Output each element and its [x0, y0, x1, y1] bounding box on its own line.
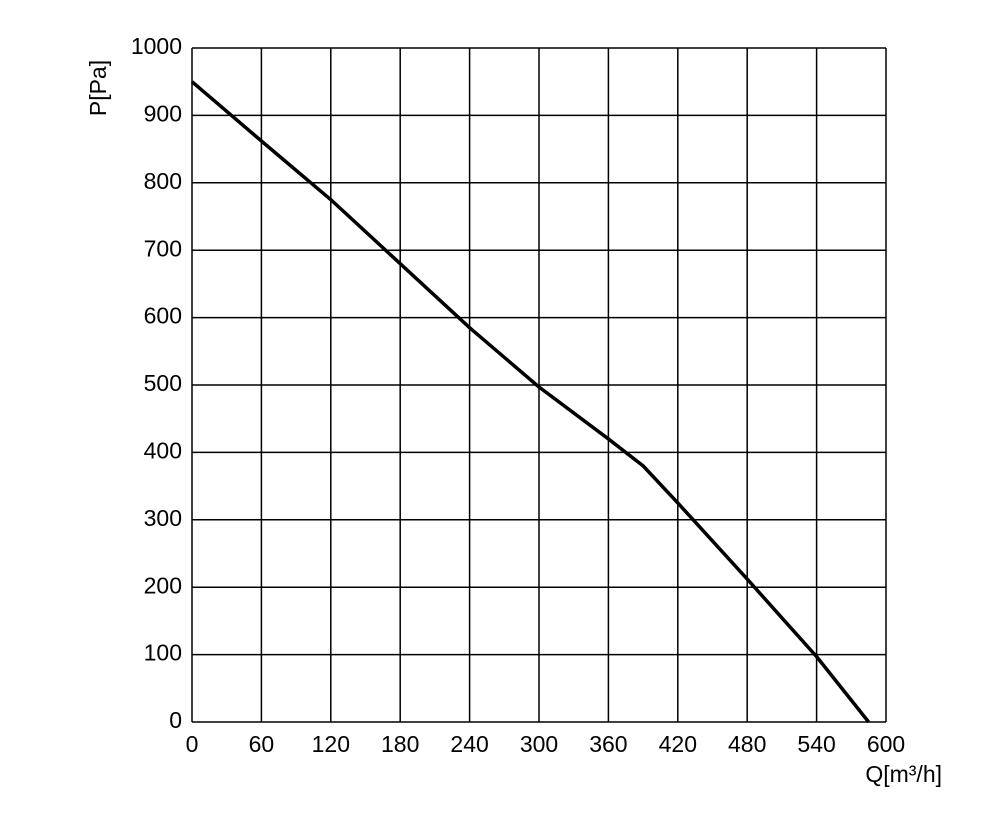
x-tick-label: 0 — [186, 731, 199, 757]
x-tick-label: 240 — [450, 731, 488, 757]
y-axis-label: P[Pa] — [85, 60, 111, 116]
x-tick-label: 480 — [728, 731, 766, 757]
x-tick-label: 540 — [797, 731, 835, 757]
y-tick-label: 700 — [144, 235, 182, 261]
y-tick-label: 800 — [144, 168, 182, 194]
x-tick-label: 300 — [520, 731, 558, 757]
x-tick-label: 180 — [381, 731, 419, 757]
y-tick-label: 1000 — [131, 33, 182, 59]
y-tick-label: 900 — [144, 100, 182, 126]
y-tick-label: 600 — [144, 303, 182, 329]
x-tick-label: 420 — [659, 731, 697, 757]
y-tick-label: 500 — [144, 370, 182, 396]
y-tick-label: 100 — [144, 640, 182, 666]
line-series — [190, 80, 871, 724]
x-tick-label: 60 — [249, 731, 275, 757]
y-tick-label: 300 — [144, 505, 182, 531]
y-tick-label: 200 — [144, 572, 182, 598]
y-tick-label: 0 — [169, 707, 182, 733]
x-tick-label: 120 — [312, 731, 350, 757]
x-axis-label: Q[m³/h] — [865, 761, 942, 787]
y-tick-label: 400 — [144, 437, 182, 463]
x-tick-label: 600 — [867, 731, 905, 757]
x-tick-label: 360 — [589, 731, 627, 757]
